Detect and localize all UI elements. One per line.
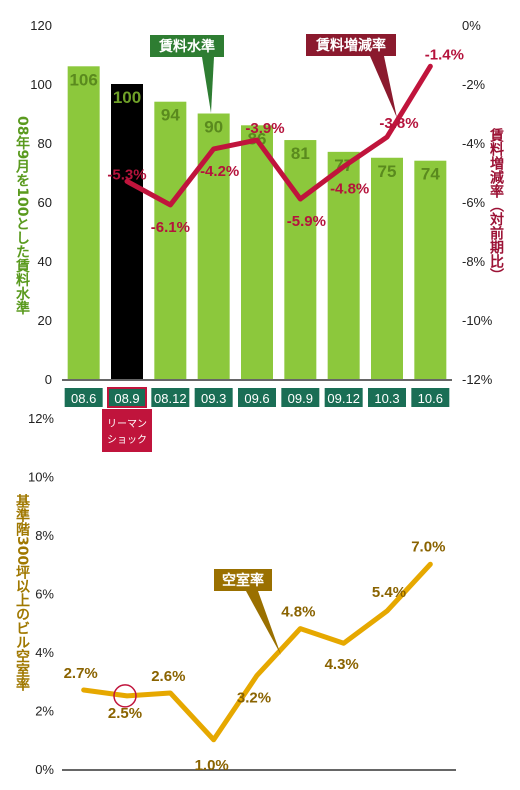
rent-change-label: -5.9% (287, 213, 326, 230)
lehman-marker-circle (113, 684, 137, 708)
vacancy-value-label: 4.8% (281, 604, 315, 621)
level-tag-pointer (202, 57, 214, 113)
category-box (411, 388, 450, 407)
vacancy-tag-pointer (246, 591, 281, 655)
category-box (324, 388, 363, 407)
category-label: 08.9 (114, 391, 139, 406)
bar-value-label: 90 (204, 118, 223, 137)
right-tick-label: -6% (462, 195, 486, 210)
vacancy-tick-label: 6% (35, 587, 54, 602)
vacancy-value-label: 2.6% (151, 668, 185, 685)
right-tick-label: -2% (462, 77, 486, 92)
level-tag-box (150, 35, 224, 57)
rent-change-label: -3.9% (245, 120, 284, 137)
left-tick-label: 0 (45, 372, 52, 387)
left-tick-label: 80 (38, 136, 52, 151)
rate-tag-box (306, 34, 396, 56)
category-box (281, 388, 320, 407)
vacancy-tag-label: 空室率 (222, 572, 264, 589)
category-label: 09.12 (327, 391, 360, 406)
left-tick-label: 60 (38, 195, 52, 210)
bar (111, 84, 143, 379)
left-tick-label: 100 (30, 77, 52, 92)
vacancy-tag-box (214, 569, 272, 591)
bar (414, 160, 447, 379)
bar (67, 66, 100, 380)
bar (241, 125, 273, 379)
vacancy-tick-label: 4% (35, 645, 54, 660)
category-box (368, 388, 406, 407)
rate-tag-label: 賃料増減率 (315, 37, 386, 54)
rent-change-label: -4.2% (200, 163, 239, 180)
vacancy-value-label: 1.0% (195, 757, 229, 774)
vacancy-tick-label: 8% (35, 528, 54, 543)
bar-value-label: 106 (69, 70, 97, 89)
bar (284, 140, 317, 379)
bar-value-label: 100 (113, 88, 141, 107)
lehman-note-line2: ショック (107, 434, 147, 446)
vacancy-value-label: 7.0% (411, 538, 445, 555)
vacancy-tick-label: 0% (35, 762, 54, 777)
category-box (194, 388, 233, 407)
vacancy-axis-label: 基準階300坪以上のビル空室率 (14, 494, 30, 692)
rate-tag-pointer (370, 56, 397, 118)
bar-value-label: 75 (378, 162, 397, 181)
bar (197, 113, 230, 379)
lehman-note-line1: リーマン (107, 419, 147, 430)
category-box (107, 387, 147, 408)
vacancy-value-label: 2.5% (108, 705, 142, 722)
right-tick-label: -10% (462, 313, 493, 328)
bar (371, 157, 403, 379)
category-label: 10.6 (418, 391, 443, 406)
vacancy-value-label: 4.3% (325, 656, 359, 673)
rent-change-line (124, 63, 433, 208)
level-tag-label: 賃料水準 (158, 38, 215, 55)
vacancy-line (81, 561, 433, 743)
rent-change-label: -6.1% (151, 219, 190, 236)
vacancy-value-label: 5.4% (372, 584, 406, 601)
left-tick-label: 40 (38, 254, 52, 269)
category-label: 08.6 (71, 391, 96, 406)
category-box (64, 388, 103, 407)
right-axis-label: 賃料増減率（対前期比） (488, 128, 504, 282)
left-axis-label: 08年9月を100とした賃料水準 (14, 116, 30, 315)
category-label: 09.3 (201, 391, 226, 406)
right-tick-label: 0% (462, 18, 481, 33)
bar (154, 101, 187, 379)
rent-change-label: -4.8% (330, 181, 369, 198)
rent-change-label: -5.3% (107, 166, 146, 183)
right-tick-label: -4% (462, 136, 486, 151)
vacancy-value-label: 2.7% (64, 665, 98, 682)
vacancy-tick-label: 10% (28, 470, 54, 485)
category-label: 09.6 (244, 391, 269, 406)
bar-value-label: 74 (421, 165, 440, 184)
category-label: 08.12 (154, 391, 187, 406)
left-tick-label: 120 (30, 18, 52, 33)
bar (327, 151, 360, 379)
category-label: 09.9 (288, 391, 313, 406)
right-tick-label: -12% (462, 372, 493, 387)
vacancy-tick-label: 12% (28, 411, 54, 426)
bar-value-label: 94 (161, 106, 180, 125)
rent-change-label: -1.4% (425, 46, 464, 63)
right-tick-label: -8% (462, 254, 486, 269)
vacancy-tick-label: 2% (35, 704, 54, 719)
bar-value-label: 81 (291, 144, 310, 163)
rent-change-label: -3.8% (379, 115, 418, 132)
category-box (238, 388, 276, 407)
category-label: 10.3 (374, 391, 399, 406)
left-tick-label: 20 (38, 313, 52, 328)
lehman-note-box (102, 409, 152, 452)
vacancy-value-label: 3.2% (237, 689, 271, 706)
category-box (151, 388, 190, 407)
